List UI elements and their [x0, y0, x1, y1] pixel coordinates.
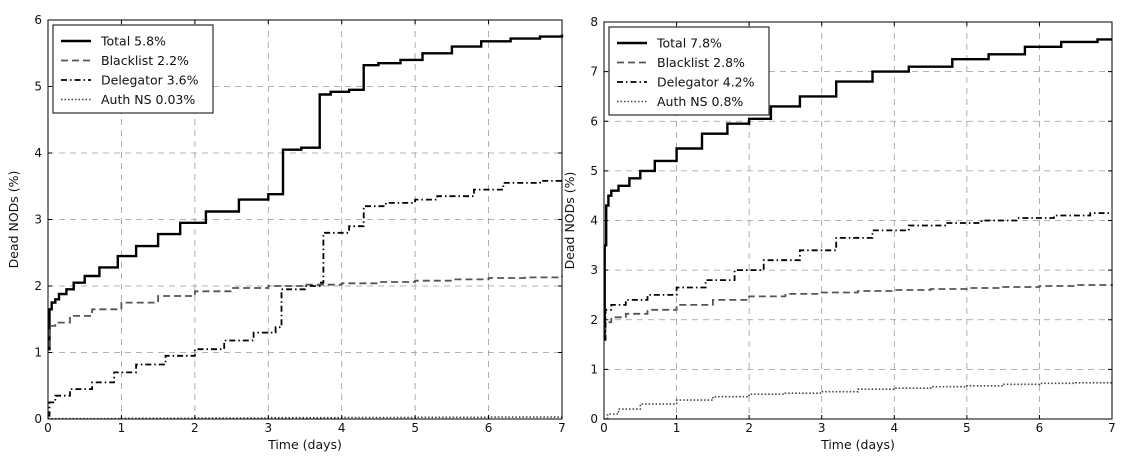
x-tick-label: 7: [558, 421, 566, 435]
series-line-3: [48, 179, 563, 417]
x-tick-label: 0: [600, 421, 608, 435]
y-tick-label: 5: [590, 164, 598, 178]
y-tick-label: 3: [34, 213, 42, 227]
x-tick-label: 3: [264, 421, 272, 435]
y-tick-label: 4: [590, 214, 598, 228]
legend-box: [608, 26, 770, 116]
y-tick-label: 0: [34, 412, 42, 426]
legend-label: Blacklist 2.8%: [657, 55, 745, 70]
x-tick-label: 1: [673, 421, 681, 435]
x-tick-label: 4: [890, 421, 898, 435]
legend-box: [52, 24, 214, 114]
legend-label: Auth NS 0.03%: [101, 92, 195, 107]
y-tick-label: 2: [34, 279, 42, 293]
series-line-3: [604, 212, 1112, 341]
legend: Total 5.8% Blacklist 2.2% Delegator 3.6% Au…: [52, 24, 214, 114]
series-line-2: [48, 276, 563, 347]
y-tick-label: 6: [34, 13, 42, 27]
x-tick-label: 3: [818, 421, 826, 435]
chart-2: 0 1 2 3 4 5 6 7 0 1 2 3 4 5 6 7 8 Time (days) Dead NODs (%…: [562, 15, 1116, 452]
x-tick-label: 6: [1036, 421, 1044, 435]
x-tick-label: 5: [963, 421, 971, 435]
legend-label: Delegator 3.6%: [101, 73, 199, 88]
series-line-1: [48, 34, 564, 351]
x-tick-label: 7: [1108, 421, 1116, 435]
series-line-4: [604, 381, 1113, 420]
y-tick-label: 7: [590, 65, 598, 79]
legend-label: Delegator 4.2%: [657, 75, 755, 90]
legend-label: Auth NS 0.8%: [657, 94, 743, 109]
series-line-4: [48, 416, 563, 420]
y-tick-label: 4: [34, 146, 42, 160]
y-tick-label: 5: [34, 80, 42, 94]
y-tick-label: 1: [590, 362, 598, 376]
legend-label: Total 7.8%: [656, 36, 722, 51]
series-line-2: [604, 284, 1113, 341]
x-tick-label: 4: [338, 421, 346, 435]
y-tick-label: 2: [590, 313, 598, 327]
x-tick-label: 5: [411, 421, 419, 435]
y-tick-label: 1: [34, 346, 42, 360]
y-axis-label: Dead NODs (%): [562, 172, 577, 270]
x-axis-label: Time (days): [267, 437, 342, 452]
y-tick-label: 8: [590, 15, 598, 29]
legend: Total 7.8% Blacklist 2.8% Delegator 4.2% Au…: [608, 26, 770, 116]
x-tick-label: 1: [118, 421, 126, 435]
y-tick-label: 3: [590, 263, 598, 277]
x-axis-label: Time (days): [820, 437, 895, 452]
x-tick-label: 0: [44, 421, 52, 435]
legend-label: Blacklist 2.2%: [101, 53, 189, 68]
x-tick-label: 2: [745, 421, 753, 435]
series-line-1: [603, 38, 1112, 341]
x-tick-label: 2: [191, 421, 199, 435]
x-tick-label: 6: [485, 421, 493, 435]
y-axis-label: Dead NODs (%): [6, 171, 21, 269]
y-tick-label: 0: [590, 412, 598, 426]
chart-1: 0 1 2 3 4 5 6 7 0 1 2 3 4 5 6 Time (days) Dead NODs (%) T…: [6, 13, 566, 452]
legend-label: Total 5.8%: [100, 34, 166, 49]
y-tick-label: 6: [590, 114, 598, 128]
